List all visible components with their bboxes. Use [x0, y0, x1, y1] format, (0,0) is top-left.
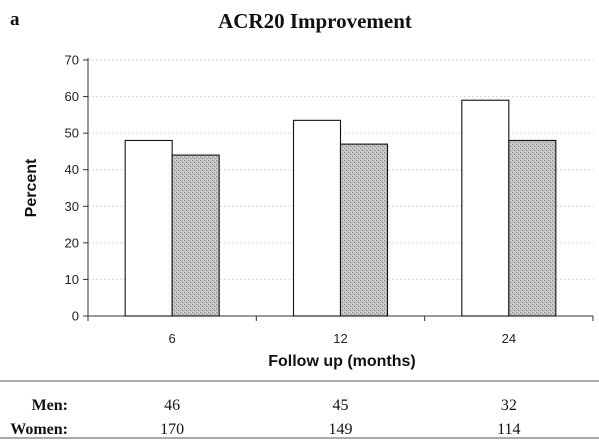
table-row-label: Men: [32, 397, 68, 414]
y-tick-label: 40 [65, 162, 79, 177]
y-tick-label: 60 [65, 89, 79, 104]
y-tick-label: 20 [65, 235, 79, 250]
bar-series-2 [339, 143, 389, 317]
y-tick-label: 0 [72, 309, 79, 324]
x-tick-label: 24 [502, 331, 516, 346]
y-axis-title: Percent [23, 158, 40, 217]
table-cell: 46 [164, 397, 180, 414]
y-tick-label: 30 [65, 199, 79, 214]
bar-series-1 [292, 119, 342, 317]
y-tick-label: 50 [65, 126, 79, 141]
table-cell: 32 [501, 397, 517, 414]
bar-series-1 [124, 139, 173, 317]
table-cell: 45 [333, 397, 349, 414]
table-cell: 149 [329, 421, 353, 438]
table-row-label: Women: [10, 421, 68, 438]
table-cell: 114 [497, 421, 520, 438]
x-axis-title: Follow up (months) [268, 353, 416, 370]
panel-letter: a [10, 9, 20, 30]
table-cell: 170 [160, 421, 184, 438]
bar-series-2 [171, 154, 220, 317]
bar-series-1 [461, 99, 510, 317]
counts-table: Men: 46 45 32 Women: 170 149 114 [0, 380, 599, 439]
x-tick-label: 6 [169, 331, 176, 346]
bar-series-2 [508, 139, 557, 317]
y-tick-label: 10 [65, 272, 79, 287]
chart-title: ACR20 Improvement [218, 9, 412, 33]
plot-area: 0 10 20 30 40 50 60 70 6 12 24 [65, 53, 594, 346]
x-tick-label: 12 [333, 331, 347, 346]
y-tick-label: 70 [65, 53, 79, 68]
